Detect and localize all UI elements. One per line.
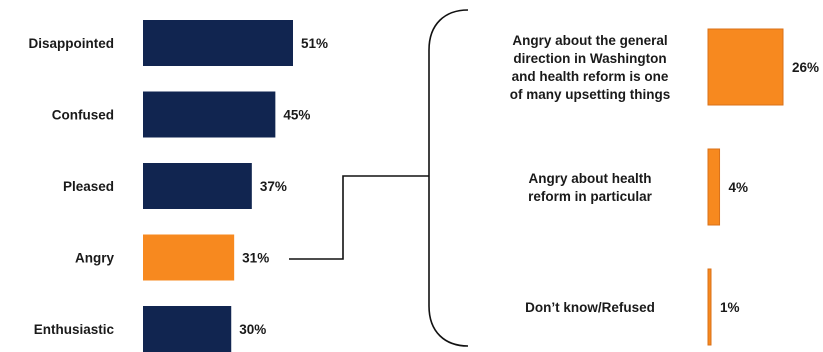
category-label-dont-know-refused: Don’t know/Refused (525, 300, 655, 315)
category-label-line: of many upsetting things (510, 87, 671, 102)
value-label-angry-health-reform: 4% (729, 180, 749, 195)
category-label-line: reform in particular (528, 189, 653, 204)
value-label-dont-know-refused: 1% (720, 300, 740, 315)
category-label-angry-general-direction: Angry about the general direction in Wash… (510, 33, 671, 102)
category-label-line: Angry about health (528, 171, 651, 186)
bar-enthusiastic (143, 306, 232, 352)
category-label-angry: Angry (75, 251, 114, 266)
category-label-enthusiastic: Enthusiastic (34, 322, 115, 337)
category-label-line: Angry about the general (512, 33, 667, 48)
connector-line (289, 175, 429, 260)
right-bar-chart: Angry about the general direction in Wash… (510, 28, 819, 346)
value-label-angry-general-direction: 26% (792, 60, 819, 75)
bar-angry-general-direction (707, 28, 784, 106)
bar-confused (143, 91, 276, 138)
value-label-enthusiastic: 30% (239, 322, 266, 337)
category-label-line: Don’t know/Refused (525, 300, 655, 315)
value-label-disappointed: 51% (301, 36, 328, 51)
left-bar-chart: Disappointed 51% Confused 45% Pleased 37% Angr… (28, 20, 328, 352)
bar-disappointed (143, 20, 293, 66)
bar-angry-health-reform (707, 148, 721, 226)
bar-pleased (143, 163, 252, 209)
category-label-confused: Confused (52, 108, 114, 123)
category-label-disappointed: Disappointed (28, 36, 114, 51)
category-label-angry-health-reform: Angry about health reform in particular (528, 171, 653, 204)
value-label-angry: 31% (242, 251, 269, 266)
category-label-line: and health reform is one (512, 69, 669, 84)
value-label-pleased: 37% (260, 179, 287, 194)
category-label-pleased: Pleased (63, 179, 114, 194)
value-label-confused: 45% (283, 108, 310, 123)
bar-dont-know-refused (707, 268, 712, 346)
brace-bracket (428, 9, 469, 347)
bar-angry (143, 234, 235, 281)
category-label-line: direction in Washington (513, 51, 666, 66)
connector (289, 9, 469, 347)
